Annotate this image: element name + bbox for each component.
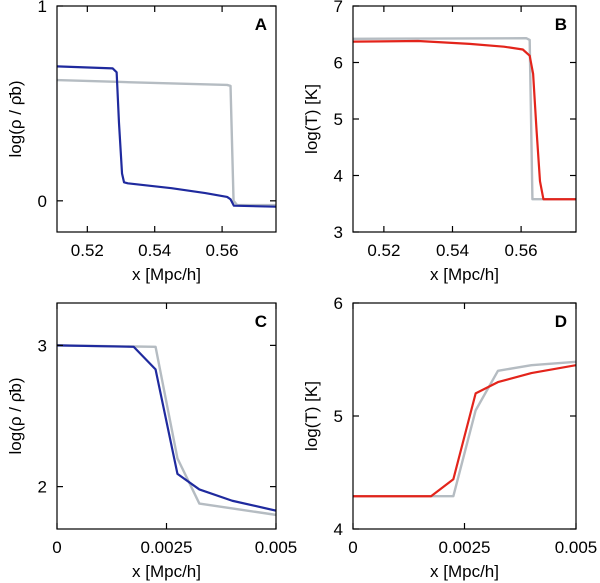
panel-c: 0 0.0025 0.005 2 3 Cx [Mpc/h] log(ρ / ρ̄b) bbox=[6, 302, 298, 581]
x-axis-label: x [Mpc/h] bbox=[430, 562, 499, 581]
y-tick-label: 6 bbox=[334, 294, 343, 313]
x-tick-label: 0.52 bbox=[367, 241, 400, 260]
series-reference-d bbox=[353, 360, 576, 498]
y-tick-label: 5 bbox=[334, 110, 343, 129]
y-tick-label: 6 bbox=[334, 54, 343, 73]
panel-b: 0.52 0.54 0.56 3 4 5 6 7 Bx [Mpc/h] log(T) [K] bbox=[302, 0, 577, 284]
y-tick-label: 1 bbox=[38, 0, 47, 16]
panel-label: D bbox=[555, 312, 567, 331]
panel-label: B bbox=[555, 15, 567, 34]
y-tick-label: 3 bbox=[334, 223, 343, 242]
plot-frame-a bbox=[56, 5, 277, 233]
y-tick-label: 4 bbox=[334, 520, 343, 539]
x-tick-label: 0.52 bbox=[71, 241, 104, 260]
series-simulation-b bbox=[353, 39, 576, 201]
series-simulation-a bbox=[57, 65, 276, 208]
series-simulation-d bbox=[353, 364, 576, 498]
panel-label: C bbox=[255, 312, 267, 331]
y-axis-label: log(T) [K] bbox=[302, 381, 321, 451]
y-tick-label: 3 bbox=[38, 336, 47, 355]
x-tick-label: 0 bbox=[52, 538, 61, 557]
x-tick-label: 0.005 bbox=[555, 538, 598, 557]
x-tick-label: 0.54 bbox=[138, 241, 171, 260]
x-tick-label: 0.0025 bbox=[141, 538, 193, 557]
y-tick-label: 7 bbox=[334, 0, 343, 16]
y-tick-label: 4 bbox=[334, 167, 343, 186]
x-axis-label: x [Mpc/h] bbox=[430, 265, 499, 284]
x-tick-label: 0 bbox=[348, 538, 357, 557]
panel-label: A bbox=[255, 15, 267, 34]
x-tick-label: 0.005 bbox=[255, 538, 298, 557]
x-tick-label: 0.0025 bbox=[439, 538, 491, 557]
x-axis-label: x [Mpc/h] bbox=[132, 562, 201, 581]
series-reference-a bbox=[57, 78, 276, 207]
y-axis-label: log(ρ / ρ̄b) bbox=[6, 81, 25, 158]
series-simulation-c bbox=[57, 344, 276, 512]
y-tick-label: 0 bbox=[38, 192, 47, 211]
panel-a: 0.52 0.54 0.56 0 1 Ax [Mpc/h] log(ρ / ρ̄b) bbox=[6, 0, 277, 284]
x-tick-label: 0.56 bbox=[505, 241, 538, 260]
x-tick-label: 0.54 bbox=[436, 241, 469, 260]
series-reference-b bbox=[353, 37, 576, 201]
panel-d: 0 0.0025 0.005 4 5 6 Dx [Mpc/h] log(T) [K] bbox=[302, 294, 597, 581]
y-axis-label: log(T) [K] bbox=[302, 84, 321, 154]
plot-frame-c bbox=[56, 302, 277, 530]
series-reference-c bbox=[57, 344, 276, 517]
x-tick-label: 0.56 bbox=[206, 241, 239, 260]
y-axis-label: log(ρ / ρ̄b) bbox=[6, 378, 25, 455]
y-tick-label: 5 bbox=[334, 407, 343, 426]
y-tick-label: 2 bbox=[38, 478, 47, 497]
x-axis-label: x [Mpc/h] bbox=[132, 265, 201, 284]
